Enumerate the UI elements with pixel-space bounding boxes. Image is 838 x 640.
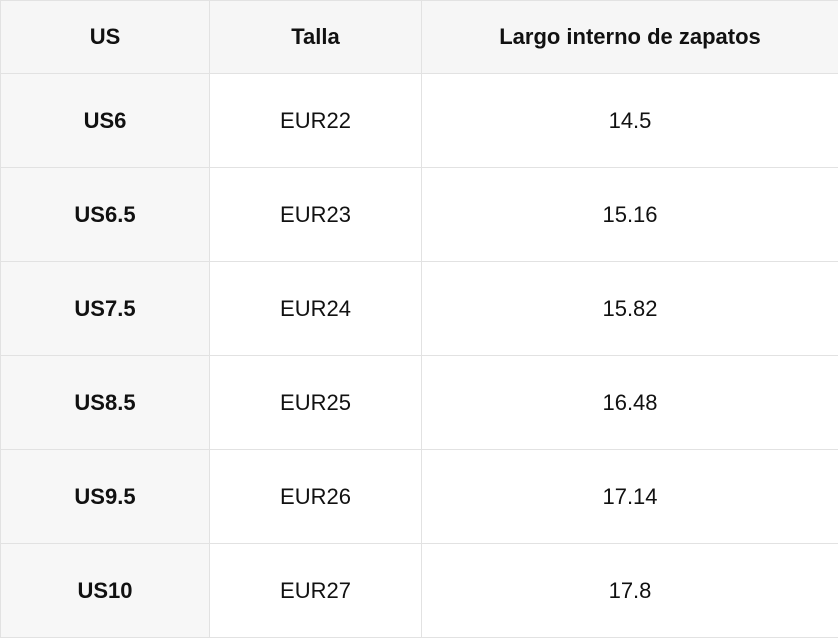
table-cell: EUR25 — [209, 355, 422, 450]
table-cell: US6.5 — [0, 167, 210, 262]
table-header: US Talla Largo interno de zapatos — [0, 0, 838, 74]
table-cell: 15.82 — [421, 261, 838, 356]
table-cell: EUR23 — [209, 167, 422, 262]
table-cell: EUR26 — [209, 449, 422, 544]
table-row: US6.5 EUR23 15.16 — [0, 167, 838, 262]
table-cell: 15.16 — [421, 167, 838, 262]
table-cell: US9.5 — [0, 449, 210, 544]
table-row: US9.5 EUR26 17.14 — [0, 449, 838, 544]
table-cell: EUR22 — [209, 73, 422, 168]
table-cell: 16.48 — [421, 355, 838, 450]
table-cell: US10 — [0, 543, 210, 638]
table-cell: EUR24 — [209, 261, 422, 356]
table-row: US7.5 EUR24 15.82 — [0, 261, 838, 356]
header-row: US Talla Largo interno de zapatos — [0, 0, 838, 74]
table-cell: EUR27 — [209, 543, 422, 638]
header-cell: Largo interno de zapatos — [421, 0, 838, 74]
table-cell: 14.5 — [421, 73, 838, 168]
table-cell: US8.5 — [0, 355, 210, 450]
table-cell: 17.8 — [421, 543, 838, 638]
table-row: US6 EUR22 14.5 — [0, 73, 838, 168]
header-cell: Talla — [209, 0, 422, 74]
table-cell: US7.5 — [0, 261, 210, 356]
table-body: US6 EUR22 14.5 US6.5 EUR23 15.16 US7.5 EUR24 15.… — [0, 73, 838, 638]
header-cell: US — [0, 0, 210, 74]
table-row: US10 EUR27 17.8 — [0, 543, 838, 638]
table-row: US8.5 EUR25 16.48 — [0, 355, 838, 450]
table-cell: US6 — [0, 73, 210, 168]
table-cell: 17.14 — [421, 449, 838, 544]
